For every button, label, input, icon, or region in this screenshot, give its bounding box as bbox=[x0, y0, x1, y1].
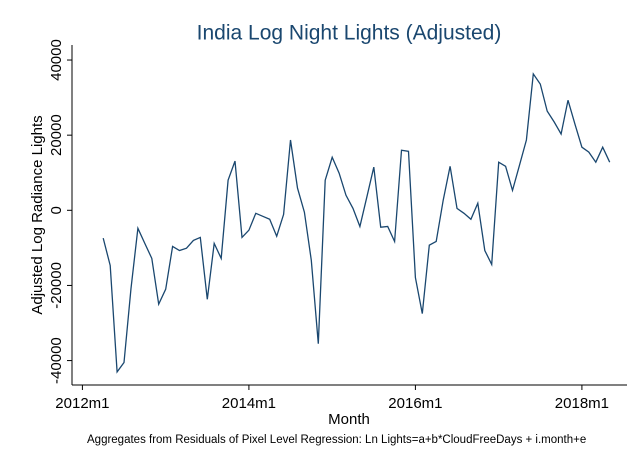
x-tick-label: 2014m1 bbox=[222, 395, 276, 412]
x-tick-label: 2012m1 bbox=[55, 395, 109, 412]
chart-title: India Log Night Lights (Adjusted) bbox=[197, 22, 502, 45]
y-tick-label: 0 bbox=[48, 206, 65, 214]
note: Aggregates from Residuals of Pixel Level… bbox=[87, 434, 586, 446]
x-tick-label: 2018m1 bbox=[555, 395, 609, 412]
data-line bbox=[102, 72, 611, 374]
y-axis-label: Adjusted Log Radiance Lights bbox=[29, 115, 46, 314]
y-tick-label: 20000 bbox=[48, 114, 65, 156]
y-tick-label: -40000 bbox=[48, 337, 65, 384]
x-axis-label: Month bbox=[328, 411, 370, 428]
y-tick-label: 40000 bbox=[48, 39, 65, 81]
x-tick-label: 2016m1 bbox=[388, 395, 442, 412]
y-tick-label: -20000 bbox=[48, 262, 65, 309]
